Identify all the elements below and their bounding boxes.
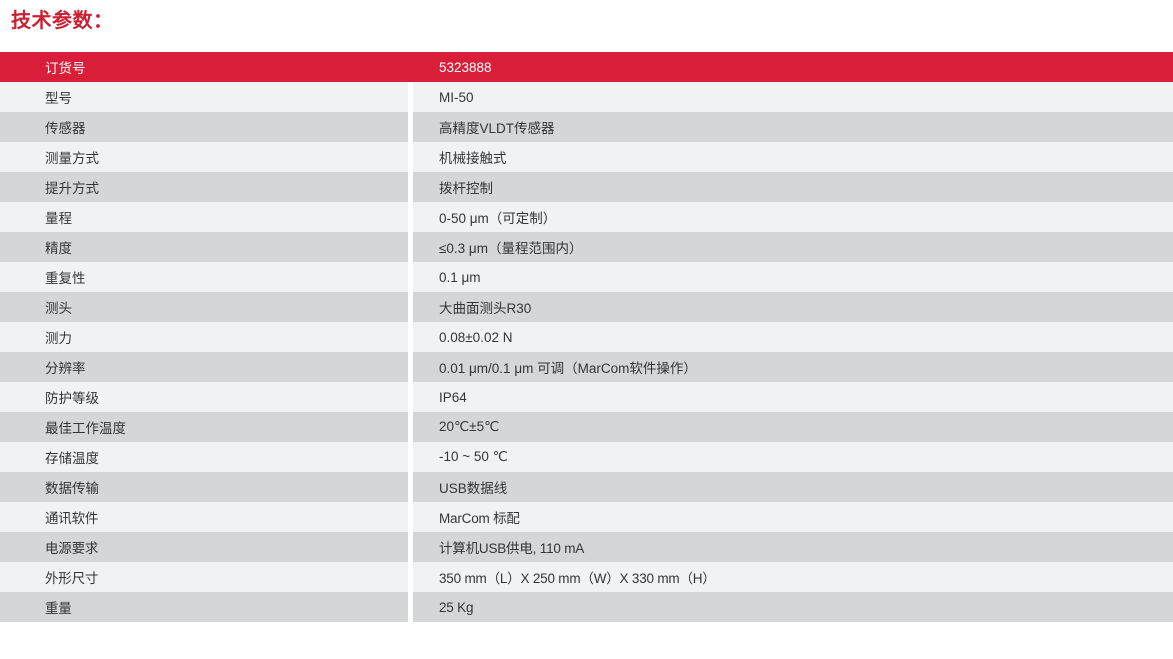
table-row: 提升方式 拨杆控制 — [0, 172, 1173, 202]
spec-label-cell: 量程 — [0, 202, 408, 232]
column-divider — [408, 292, 413, 322]
spec-value-cell: 0.01 μm/0.1 μm 可调（MarCom软件操作） — [413, 352, 1173, 382]
spec-label-cell: 传感器 — [0, 112, 408, 142]
column-divider — [408, 82, 413, 112]
column-divider — [408, 502, 413, 532]
spec-table-body: 订货号 5323888 型号 MI-50 传感器 高精度VLDT传感器 测量方式 机械接触式提… — [0, 52, 1173, 622]
table-row: 存储温度 -10 ~ 50 ℃ — [0, 442, 1173, 472]
spec-label-cell: 测头 — [0, 292, 408, 322]
spec-label-cell: 分辨率 — [0, 352, 408, 382]
table-row: 通讯软件 MarCom 标配 — [0, 502, 1173, 532]
table-row: 外形尺寸 350 mm（L）X 250 mm（W）X 330 mm（H） — [0, 562, 1173, 592]
spec-value-cell: 0-50 μm（可定制） — [413, 202, 1173, 232]
table-row: 测量方式 机械接触式 — [0, 142, 1173, 172]
column-divider — [408, 232, 413, 262]
spec-label-cell: 存储温度 — [0, 442, 408, 472]
table-row: 最佳工作温度 20℃±5℃ — [0, 412, 1173, 442]
spec-label-cell: 订货号 — [0, 52, 408, 82]
spec-value-cell: 机械接触式 — [413, 142, 1173, 172]
spec-label-cell: 提升方式 — [0, 172, 408, 202]
spec-label-cell: 重量 — [0, 592, 408, 622]
spec-label-cell: 最佳工作温度 — [0, 412, 408, 442]
spec-value-cell: 大曲面测头R30 — [413, 292, 1173, 322]
column-divider — [408, 532, 413, 562]
spec-label-cell: 测力 — [0, 322, 408, 352]
table-row: 分辨率 0.01 μm/0.1 μm 可调（MarCom软件操作） — [0, 352, 1173, 382]
spec-value-cell: 25 Kg — [413, 592, 1173, 622]
spec-value-cell: 0.08±0.02 N — [413, 322, 1173, 352]
column-divider — [408, 202, 413, 232]
table-row: 订货号 5323888 — [0, 52, 1173, 82]
column-divider — [408, 322, 413, 352]
technical-specifications-table: 订货号 5323888 型号 MI-50 传感器 高精度VLDT传感器 测量方式 机械接触式提… — [0, 52, 1173, 622]
spec-value-cell: MarCom 标配 — [413, 502, 1173, 532]
spec-value-cell: ≤0.3 μm（量程范围内） — [413, 232, 1173, 262]
table-row: 防护等级 IP64 — [0, 382, 1173, 412]
column-divider — [408, 52, 413, 82]
column-divider — [408, 172, 413, 202]
table-row: 重复性 0.1 μm — [0, 262, 1173, 292]
spec-value-cell: 350 mm（L）X 250 mm（W）X 330 mm（H） — [413, 562, 1173, 592]
column-divider — [408, 352, 413, 382]
table-row: 数据传输 USB数据线 — [0, 472, 1173, 502]
table-row: 量程 0-50 μm（可定制） — [0, 202, 1173, 232]
spec-value-cell: 拨杆控制 — [413, 172, 1173, 202]
table-row: 测头 大曲面测头R30 — [0, 292, 1173, 322]
table-row: 型号 MI-50 — [0, 82, 1173, 112]
spec-label-cell: 外形尺寸 — [0, 562, 408, 592]
spec-value-cell: 高精度VLDT传感器 — [413, 112, 1173, 142]
spec-label-cell: 精度 — [0, 232, 408, 262]
spec-value-cell: 5323888 — [413, 52, 1173, 82]
column-divider — [408, 592, 413, 622]
spec-label-cell: 型号 — [0, 82, 408, 112]
column-divider — [408, 112, 413, 142]
spec-label-cell: 重复性 — [0, 262, 408, 292]
column-divider — [408, 442, 413, 472]
spec-label-cell: 数据传输 — [0, 472, 408, 502]
table-row: 传感器 高精度VLDT传感器 — [0, 112, 1173, 142]
spec-label-cell: 通讯软件 — [0, 502, 408, 532]
spec-value-cell: IP64 — [413, 382, 1173, 412]
column-divider — [408, 472, 413, 502]
table-row: 电源要求 计算机USB供电, 110 mA — [0, 532, 1173, 562]
page-title: 技术参数： — [11, 10, 114, 32]
spec-value-cell: 计算机USB供电, 110 mA — [413, 532, 1173, 562]
spec-value-cell: 20℃±5℃ — [413, 412, 1173, 442]
spec-value-cell: -10 ~ 50 ℃ — [413, 442, 1173, 472]
spec-label-cell: 测量方式 — [0, 142, 408, 172]
column-divider — [408, 412, 413, 442]
spec-value-cell: 0.1 μm — [413, 262, 1173, 292]
spec-value-cell: USB数据线 — [413, 472, 1173, 502]
column-divider — [408, 382, 413, 412]
column-divider — [408, 562, 413, 592]
table-row: 测力 0.08±0.02 N — [0, 322, 1173, 352]
spec-label-cell: 电源要求 — [0, 532, 408, 562]
table-row: 重量 25 Kg — [0, 592, 1173, 622]
table-row: 精度 ≤0.3 μm（量程范围内） — [0, 232, 1173, 262]
spec-label-cell: 防护等级 — [0, 382, 408, 412]
column-divider — [408, 142, 413, 172]
column-divider — [408, 262, 413, 292]
spec-value-cell: MI-50 — [413, 82, 1173, 112]
